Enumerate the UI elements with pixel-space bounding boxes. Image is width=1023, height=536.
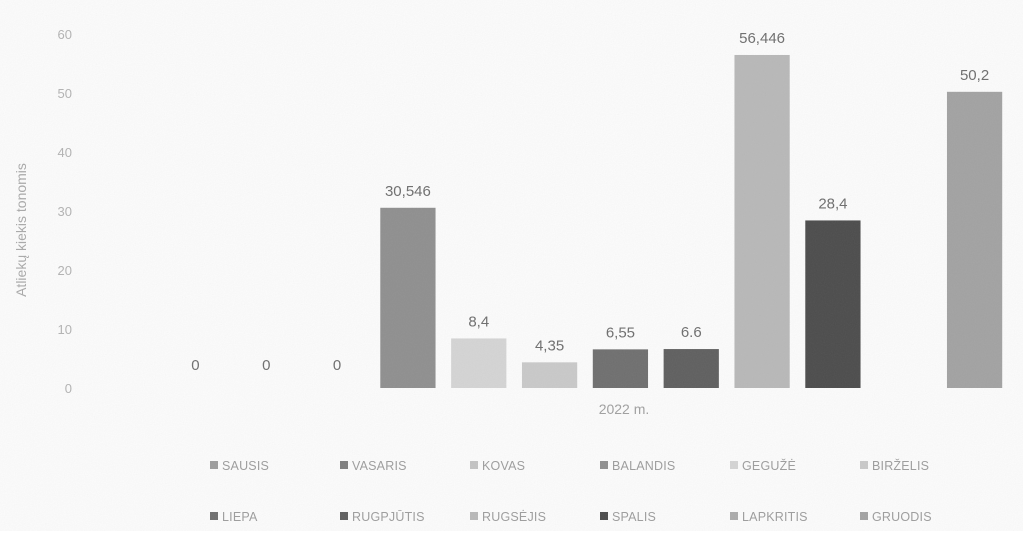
legend-label-birželis: BIRŽELIS (872, 458, 929, 473)
legend-swatch-birželis (860, 461, 868, 469)
legend-swatch-rugsėjis (470, 512, 478, 520)
bar-spalis (805, 220, 861, 388)
legend-swatch-vasaris (340, 461, 348, 469)
y-tick-label: 20 (58, 263, 72, 278)
bar-gruodis (946, 91, 1003, 388)
legend-label-gegužė: GEGUŽĖ (742, 458, 796, 473)
y-tick-label: 30 (58, 204, 72, 219)
legend-label-lapkritis: LAPKRITIS (742, 510, 808, 524)
legend-swatch-spalis (600, 512, 608, 520)
data-label-liepa: 6,55 (606, 324, 635, 341)
x-category-label: 2022 m. (599, 401, 650, 417)
legend-label-gruodis: GRUODIS (872, 510, 932, 524)
bar-rugpjūtis (663, 349, 719, 388)
bar-rugsėjis (734, 54, 790, 388)
legend-swatch-gegužė (730, 461, 738, 469)
legend-swatch-lapkritis (730, 512, 738, 520)
y-axis: 0 10 20 30 40 50 60 (58, 27, 72, 396)
legend-label-rugsėjis: RUGSĖJIS (482, 510, 546, 524)
legend-swatch-balandis (600, 461, 608, 469)
legend-label-kovas: KOVAS (482, 459, 525, 473)
y-tick-label: 60 (58, 27, 72, 42)
legend-label-balandis: BALANDIS (612, 459, 675, 473)
data-label-balandis: 30,546 (385, 183, 431, 200)
legend-label-spalis: SPALIS (612, 510, 656, 524)
legend-label-liepa: LIEPA (222, 510, 258, 524)
legend-swatch-gruodis (860, 512, 868, 520)
y-tick-label: 10 (58, 322, 72, 337)
data-label-kovas: 0 (333, 357, 341, 374)
legend: SAUSIS VASARIS KOVAS BALANDIS GEGUŽĖ BIRŽELIS… (210, 458, 932, 524)
data-label-sausis: 0 (191, 357, 199, 374)
data-label-birželis: 4,35 (535, 337, 564, 354)
y-axis-title: Atliekų kiekis tonomis (13, 163, 29, 297)
legend-label-vasaris: VASARIS (352, 459, 407, 473)
data-label-rugsėjis: 56,446 (739, 30, 785, 47)
y-tick-label: 50 (58, 86, 72, 101)
y-tick-label: 40 (58, 145, 72, 160)
legend-swatch-sausis (210, 461, 218, 469)
data-label-gegužė: 8,4 (468, 313, 489, 330)
data-label-spalis: 28,4 (818, 195, 847, 212)
legend-swatch-rugpjūtis (340, 512, 348, 520)
bar-birželis (521, 362, 578, 388)
data-label-rugpjūtis: 6.6 (681, 324, 702, 341)
legend-swatch-liepa (210, 512, 218, 520)
legend-label-rugpjūtis: RUGPJŪTIS (352, 510, 425, 524)
data-label-gruodis: 50,2 (960, 67, 989, 84)
y-tick-label: 0 (65, 381, 72, 396)
bar-liepa (592, 349, 649, 388)
legend-label-sausis: SAUSIS (222, 459, 269, 473)
bar-balandis (380, 207, 436, 388)
legend-swatch-kovas (470, 461, 478, 469)
data-labels: 0 0 0 30,546 8,4 4,35 6,55 6.6 56,446 28,4 50,2 (191, 30, 989, 374)
bar-gegužė (451, 338, 507, 388)
data-label-vasaris: 0 (262, 357, 270, 374)
